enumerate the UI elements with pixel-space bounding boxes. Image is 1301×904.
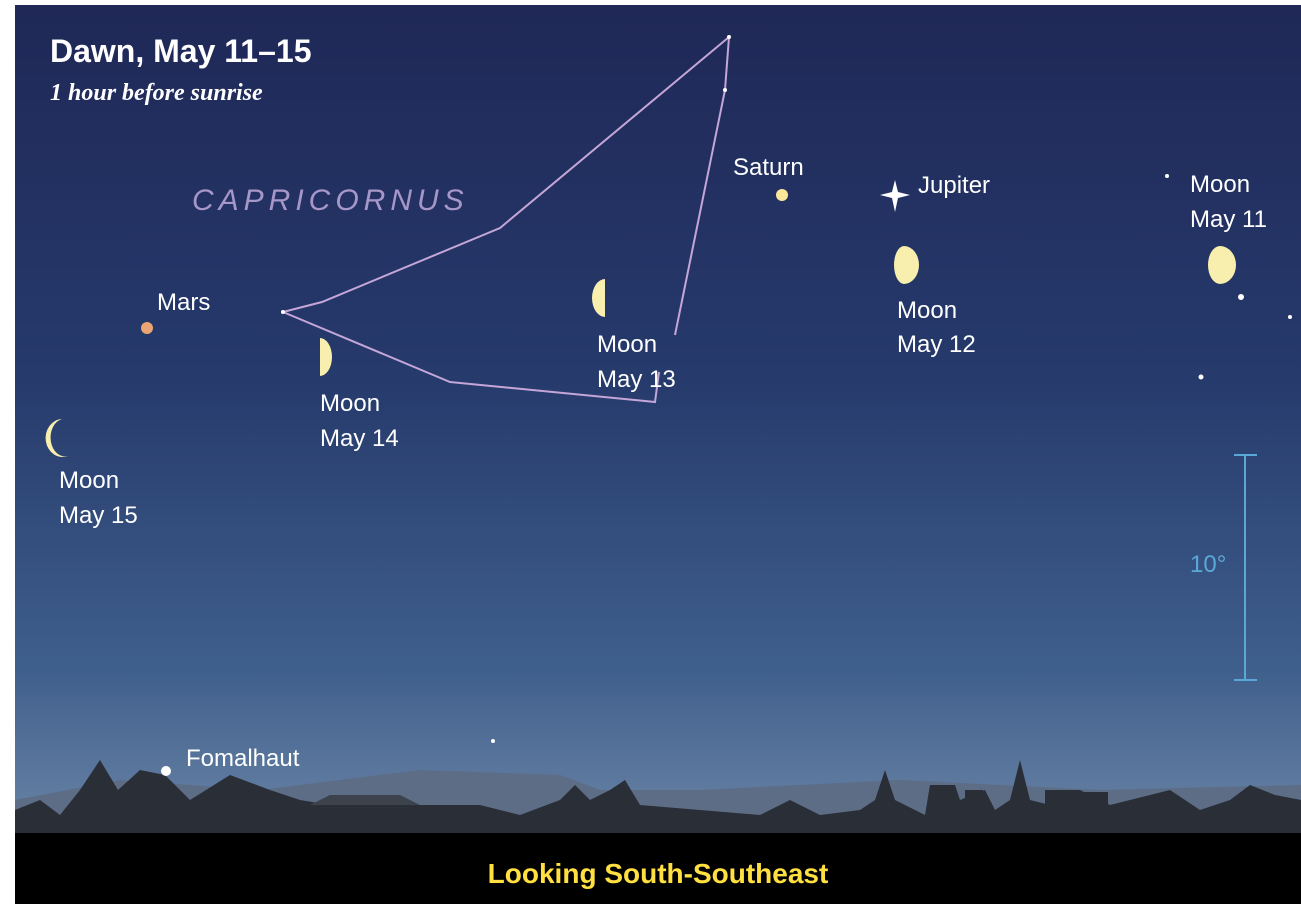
sky xyxy=(15,5,1301,835)
subtitle: 1 hour before sunrise xyxy=(50,80,263,106)
sky-chart: Dawn, May 11–15 1 hour before sunrise CA… xyxy=(0,0,1301,904)
fomalhaut xyxy=(161,766,171,776)
moon-label: Moon xyxy=(1190,171,1250,198)
object-label: Saturn xyxy=(733,154,804,181)
title: Dawn, May 11–15 xyxy=(50,33,311,69)
scale-label: 10° xyxy=(1190,551,1226,578)
moon-date: May 13 xyxy=(597,366,676,393)
moon-label: Moon xyxy=(320,390,380,417)
moon-label: Moon xyxy=(897,297,957,324)
saturn xyxy=(776,189,788,201)
object-label: Mars xyxy=(157,289,210,316)
mars xyxy=(141,322,153,334)
moon-label: Moon xyxy=(59,467,119,494)
constellation-name: CAPRICORNUS xyxy=(192,184,469,217)
footer-caption: Looking South-Southeast xyxy=(488,858,829,889)
moon-label: Moon xyxy=(597,331,657,358)
moon-date: May 11 xyxy=(1190,206,1267,233)
moon-date: May 15 xyxy=(59,502,138,529)
object-label: Fomalhaut xyxy=(186,745,300,772)
moon-date: May 14 xyxy=(320,425,399,452)
object-label: Jupiter xyxy=(918,172,990,199)
moon-date: May 12 xyxy=(897,331,976,358)
